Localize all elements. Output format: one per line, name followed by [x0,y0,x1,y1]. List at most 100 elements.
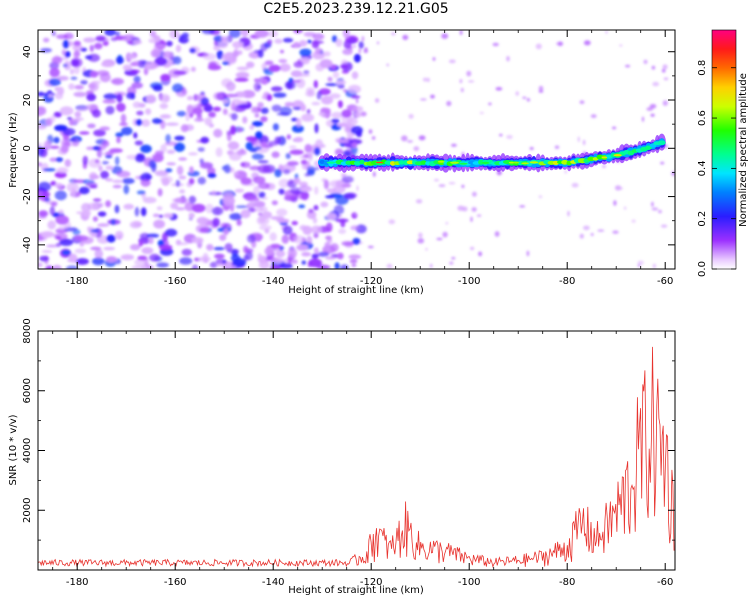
spectrogram-x-ticks: -180 -160 -140 -120 -100 -80 -60 [52,30,673,287]
noise-blob [233,171,239,176]
noise-blob [273,257,284,264]
noise-blob [213,45,221,51]
noise-blob [136,110,144,116]
noise-blob [278,178,290,188]
noise-blob [213,106,221,112]
noise-blob [130,62,140,67]
noise-blob [135,119,143,126]
signal-blob [459,162,468,165]
noise-blob [257,182,271,190]
colorbar-tick-label: 0.6 [697,110,708,126]
noise-blob [352,106,364,112]
noise-blob [94,42,103,50]
noise-blob [253,200,266,208]
noise-blob [318,112,326,116]
noise-blob [132,40,143,45]
spectrogram-y-label: Frequency (Hz) [8,112,19,188]
noise-blob [245,141,253,151]
noise-blob [293,235,305,244]
noise-speckle [660,224,668,228]
noise-blob [91,80,102,85]
noise-blob [116,102,126,112]
noise-blob [221,36,228,42]
noise-blob [153,219,166,229]
noise-blob [300,159,308,165]
snr-x-tick-label: -180 [66,577,89,588]
noise-blob [213,128,223,138]
noise-blob [144,174,153,180]
signal-blob [319,159,325,164]
noise-blob [308,151,313,162]
noise-blob [349,259,358,264]
noise-blob [38,91,45,97]
noise-blob [173,70,187,76]
noise-blob [313,147,321,156]
noise-blob [154,170,169,177]
noise-blob [207,167,216,175]
noise-blob [280,49,284,54]
signal-blob [420,160,427,165]
noise-blob [123,65,133,71]
noise-blob [68,83,75,90]
snr-y-label: SNR (10 * v/v) [8,414,19,485]
noise-blob [302,225,313,235]
noise-blob [284,80,297,90]
noise-blob [196,216,209,225]
noise-blob [282,225,293,235]
noise-blob [204,117,213,126]
noise-speckle [430,263,433,268]
noise-blob [314,186,319,195]
spectrogram-x-tick-label: -140 [262,276,285,287]
noise-blob [225,35,233,43]
noise-blob [340,63,349,69]
noise-blob [191,264,199,269]
signal-blob [601,156,608,159]
noise-speckle [612,230,619,234]
snr-y-tick-label: 6000 [22,378,33,403]
noise-blob [92,257,105,266]
noise-blob [186,95,194,101]
noise-blob [74,85,84,90]
noise-blob [213,35,224,43]
noise-speckle [468,80,475,83]
noise-blob [73,91,87,97]
snr-x-tick-label: -80 [559,577,575,588]
noise-blob [303,70,310,75]
noise-blob [329,93,341,99]
noise-blob [258,191,266,198]
noise-speckle [418,135,426,141]
noise-blob [90,246,101,251]
noise-blob [323,179,329,190]
noise-blob [332,71,340,79]
noise-blob [343,193,356,200]
noise-blob [325,83,338,87]
noise-blob [296,244,309,251]
noise-blob [70,76,78,81]
noise-blob [205,203,214,214]
noise-blob [49,67,60,78]
noise-blob [335,179,344,188]
noise-blob [174,135,185,141]
noise-blob [319,59,333,69]
noise-blob [306,235,313,245]
noise-blob [230,102,236,111]
noise-blob [79,131,90,135]
noise-blob [186,104,194,114]
noise-blob [42,168,56,172]
noise-speckle [662,64,668,70]
noise-blob [149,30,157,38]
noise-blob [257,253,262,261]
noise-blob [300,57,310,65]
noise-speckle [449,261,454,265]
noise-blob [115,132,124,138]
colorbar: 0.0 0.2 0.4 0.6 0.8 Normalized spectral ampl… [697,29,749,277]
noise-blob [119,122,128,127]
noise-blob [38,142,43,147]
noise-blob [148,38,161,44]
noise-blob [115,31,120,37]
noise-blob [105,154,113,159]
noise-speckle [478,251,483,257]
noise-speckle [352,44,357,48]
noise-blob [91,232,97,238]
noise-blob [352,237,361,245]
